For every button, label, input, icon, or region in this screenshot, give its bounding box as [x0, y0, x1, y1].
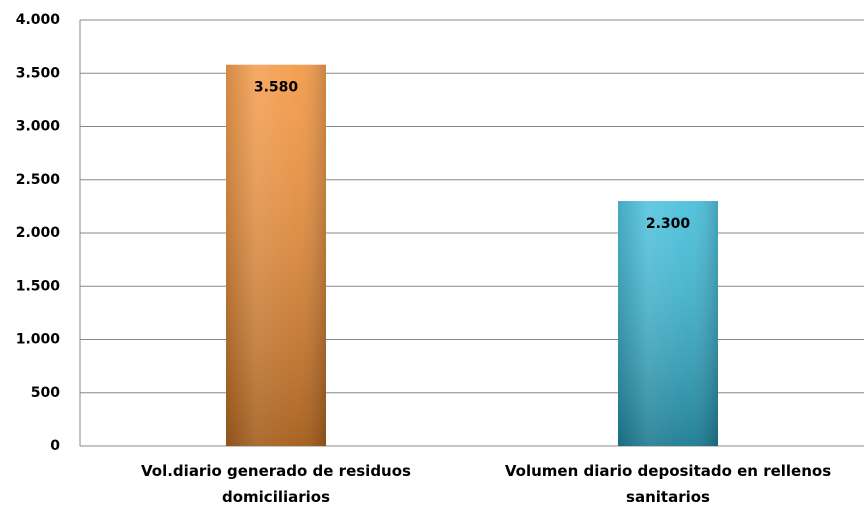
y-tick-label: 500	[31, 385, 60, 401]
bar	[226, 64, 326, 446]
y-tick-label: 2.000	[16, 225, 61, 241]
y-tick-label: 0	[50, 438, 60, 454]
y-tick-label: 4.000	[16, 12, 61, 28]
x-tick-label: Vol.diario generado de residuos domicili…	[141, 462, 411, 506]
y-tick-label: 1.000	[16, 332, 61, 348]
y-tick-label: 2.500	[16, 172, 61, 188]
y-tick-label: 3.500	[16, 65, 61, 81]
data-label: 2.300	[646, 216, 691, 232]
y-tick-label: 3.000	[16, 119, 61, 135]
y-tick-label: 1.500	[16, 278, 61, 294]
bar	[618, 201, 718, 446]
x-tick-label: Volumen diario depositado en rellenos sa…	[504, 462, 832, 506]
data-label: 3.580	[254, 80, 299, 96]
